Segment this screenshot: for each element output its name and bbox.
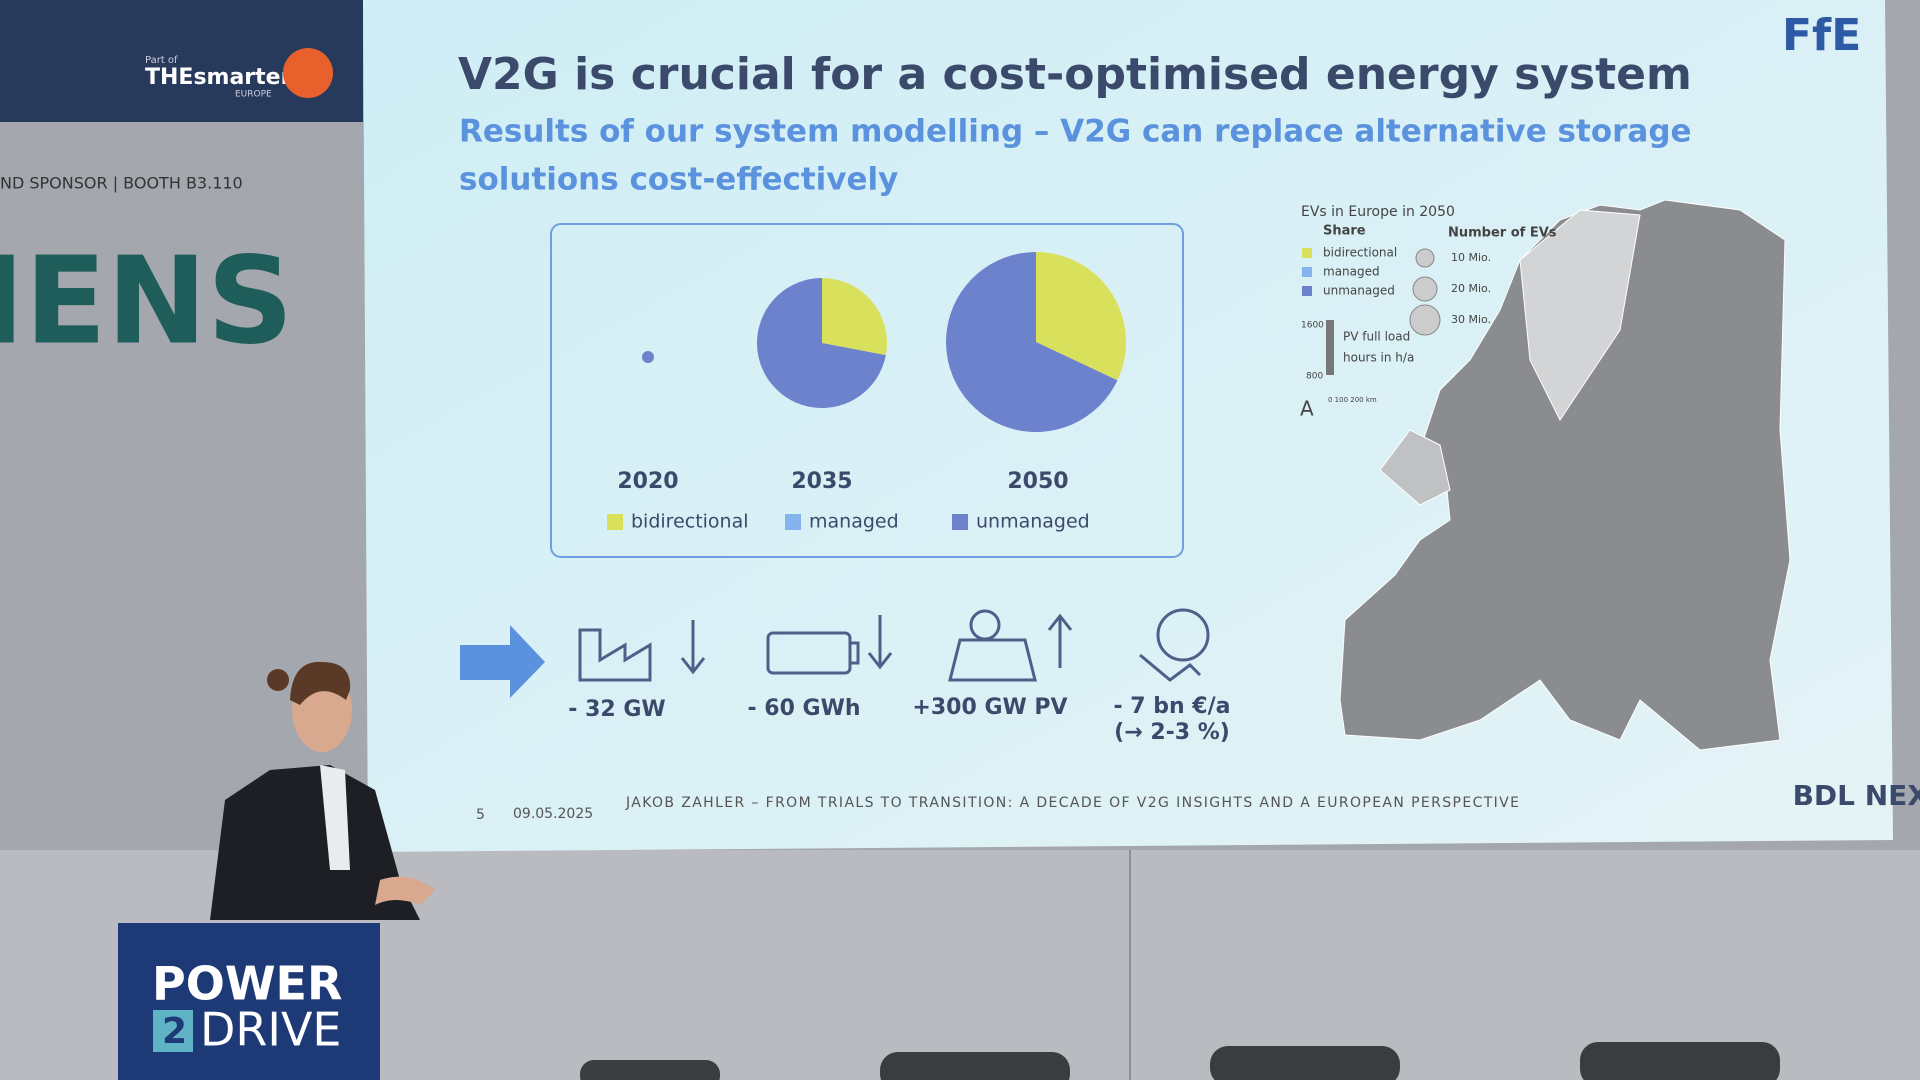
legend-label: managed (1323, 265, 1380, 279)
legend-pv-tick: 1600 (1301, 321, 1324, 331)
pie-slice (757, 278, 886, 409)
logo-ffe: FfE (1782, 10, 1861, 61)
pie-year: 2020 (617, 469, 678, 494)
legend-swatch (607, 514, 623, 530)
footer-date: 09.05.2025 (513, 806, 593, 822)
legend-label: bidirectional (631, 511, 749, 533)
pie-year: 2050 (1007, 469, 1068, 494)
legend-swatch (785, 514, 801, 530)
legend-pv-label: PV full load (1343, 330, 1410, 344)
impact-icons (578, 608, 1210, 682)
chart-box (550, 223, 1184, 558)
pie-slice (822, 278, 887, 356)
legend-heading: Share (1323, 224, 1366, 239)
pie-slice (1036, 252, 1126, 381)
slide-content: FfE V2G is crucial for a cost-optimised … (458, 10, 1920, 823)
legend-size (1412, 276, 1438, 302)
logo-bdl: BDL NEXT (1793, 779, 1920, 812)
footer-text: JAKOB ZAHLER – FROM TRIALS TO TRANSITION… (625, 795, 1519, 811)
wall-logo: IENS (0, 233, 293, 372)
legend-label: unmanaged (976, 511, 1090, 533)
impact-label: - 60 GWh (747, 696, 860, 721)
pie-year: 2035 (791, 469, 852, 494)
brand-name: THEsmarter (145, 65, 292, 90)
impact-label: - 7 bn €/a (1113, 694, 1230, 719)
map-uk (1379, 429, 1451, 506)
slide-title: V2G is crucial for a cost-optimised ener… (458, 49, 1692, 100)
impact-label: - 32 GW (568, 697, 665, 722)
legend-heading: Number of EVs (1448, 226, 1557, 241)
chairs (580, 1042, 1780, 1080)
pie-slice (642, 351, 654, 363)
legend-size (1415, 248, 1435, 268)
podium (118, 923, 380, 1080)
legend-swatch (1302, 248, 1312, 258)
north-arrow: A (1300, 397, 1314, 421)
legend-pv-label: hours in h/a (1343, 351, 1414, 365)
legend-title: EVs in Europe in 2050 (1301, 204, 1455, 220)
podium-text: 2 (162, 1011, 187, 1052)
impact-group: - 32 GW - 60 GWh +300 GW PV - 7 bn €/a (568, 694, 1230, 722)
slide-subtitle: solutions cost-effectively (459, 162, 898, 198)
brand-text: Part of (145, 55, 178, 66)
legend-scale: 0 100 200 km (1328, 396, 1377, 404)
pie-slice (946, 252, 1118, 432)
legend-pv-bar (1326, 320, 1334, 375)
legend-size (1409, 304, 1441, 336)
speaker (210, 661, 435, 920)
legend-label: unmanaged (1323, 284, 1395, 298)
sponsor-text: ND SPONSOR | BOOTH B3.110 (0, 174, 243, 193)
podium-text: POWER (152, 957, 342, 1011)
map-nordics (1519, 209, 1641, 421)
slide-subtitle: Results of our system modelling – V2G ca… (459, 114, 1692, 150)
legend-swatch (1302, 286, 1312, 296)
legend-label: 30 Mio. (1451, 313, 1491, 326)
brand-sub: EUROPE (235, 90, 272, 100)
legend-label: managed (809, 511, 899, 533)
map-legend: EVs in Europe in 2050 Share Number of EV… (1300, 204, 1557, 421)
legend-pv-tick: 800 (1306, 372, 1323, 382)
legend-swatch (1302, 267, 1312, 277)
legend-swatch (952, 514, 968, 530)
impact-note: (→ 2-3 %) (1114, 720, 1230, 745)
podium-text: DRIVE (200, 1003, 341, 1057)
legend-label: 10 Mio. (1451, 251, 1491, 264)
footer-page: 5 (476, 807, 485, 823)
brand-logo (283, 48, 333, 98)
arrow-icon (460, 625, 545, 698)
impact-label: +300 GW PV (912, 695, 1067, 720)
legend-label: bidirectional (1323, 246, 1397, 260)
legend-label: 20 Mio. (1451, 282, 1491, 295)
podium-badge (153, 1010, 193, 1052)
